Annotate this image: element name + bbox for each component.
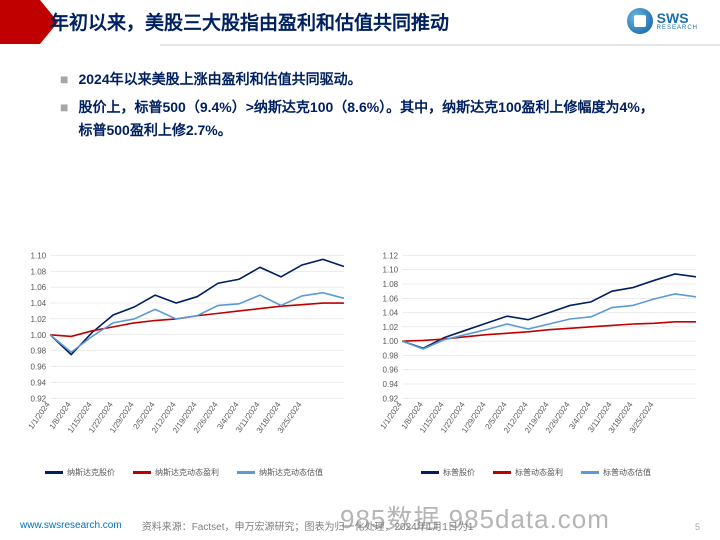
svg-text:1.02: 1.02 — [383, 323, 399, 332]
legend-swatch — [421, 471, 439, 474]
svg-text:1.08: 1.08 — [31, 267, 47, 276]
legend-label: 标普股价 — [443, 467, 475, 478]
footer: www.swsresearch.com 资料来源：Factset，申万宏源研究；… — [0, 510, 720, 540]
sp500-chart: 0.920.940.960.981.001.021.041.061.081.10… — [370, 240, 702, 460]
bullet-marker: ■ — [60, 96, 68, 141]
legend-swatch — [237, 471, 255, 474]
sws-logo: SWS RESEARCH — [627, 8, 698, 34]
footer-url: www.swsresearch.com — [20, 520, 122, 531]
svg-text:1.00: 1.00 — [383, 337, 399, 346]
legend-item: 标普动态盈利 — [493, 467, 563, 478]
legend-item: 纳斯达克动态盈利 — [133, 467, 219, 478]
svg-text:0.96: 0.96 — [31, 363, 47, 372]
legend-item: 标普股价 — [421, 467, 475, 478]
logo-text: SWS — [657, 11, 698, 25]
svg-text:0.98: 0.98 — [31, 347, 47, 356]
charts-row: 0.920.940.960.981.001.021.041.061.081.10… — [18, 240, 702, 460]
legend-label: 纳斯达克股价 — [67, 467, 115, 478]
bullet-text: 2024年以来美股上涨由盈利和估值共同驱动。 — [78, 68, 361, 90]
svg-text:1.10: 1.10 — [31, 251, 47, 260]
legend-swatch — [581, 471, 599, 474]
svg-text:1.08: 1.08 — [383, 280, 399, 289]
bullet-list: ■ 2024年以来美股上涨由盈利和估值共同驱动。 ■ 股价上，标普500（9.4… — [0, 56, 720, 141]
svg-text:1.12: 1.12 — [383, 251, 399, 260]
legend-swatch — [493, 471, 511, 474]
accent-chevron — [0, 0, 40, 44]
legend-swatch — [45, 471, 63, 474]
page-number: 5 — [695, 522, 700, 532]
svg-text:0.94: 0.94 — [31, 378, 47, 387]
nasdaq-chart-svg: 0.920.940.960.981.001.021.041.061.081.10… — [18, 240, 350, 460]
slide-title: 年初以来，美股三大股指由盈利和估值共同推动 — [50, 8, 449, 35]
nasdaq-chart: 0.920.940.960.981.001.021.041.061.081.10… — [18, 240, 350, 460]
bullet-item: ■ 股价上，标普500（9.4%）>纳斯达克100（8.6%）。其中，纳斯达克1… — [60, 96, 660, 141]
footer-source: 资料来源：Factset，申万宏源研究；图表为归一化处理，2024年1月1日为1 — [142, 518, 474, 533]
bullet-item: ■ 2024年以来美股上涨由盈利和估值共同驱动。 — [60, 68, 660, 90]
legend-label: 标普动态估值 — [603, 467, 651, 478]
nasdaq-legend: 纳斯达克股价 纳斯达克动态盈利 纳斯达克动态估值 — [18, 467, 350, 478]
svg-text:1.10: 1.10 — [383, 266, 399, 275]
sp500-chart-svg: 0.920.940.960.981.001.021.041.061.081.10… — [370, 240, 702, 460]
divider — [160, 44, 720, 46]
svg-text:1.06: 1.06 — [383, 294, 399, 303]
svg-text:1.04: 1.04 — [31, 299, 47, 308]
bullet-text: 股价上，标普500（9.4%）>纳斯达克100（8.6%）。其中，纳斯达克100… — [78, 96, 660, 141]
logo-icon — [627, 8, 653, 34]
sp500-legend: 标普股价 标普动态盈利 标普动态估值 — [370, 467, 702, 478]
bullet-marker: ■ — [60, 68, 68, 90]
svg-text:1.00: 1.00 — [31, 331, 47, 340]
svg-text:1.02: 1.02 — [31, 315, 47, 324]
legend-item: 纳斯达克动态估值 — [237, 467, 323, 478]
legend-label: 标普动态盈利 — [515, 467, 563, 478]
legend-label: 纳斯达克动态盈利 — [155, 467, 219, 478]
legend-label: 纳斯达克动态估值 — [259, 467, 323, 478]
legend-item: 纳斯达克股价 — [45, 467, 115, 478]
svg-text:0.94: 0.94 — [383, 380, 399, 389]
svg-text:0.98: 0.98 — [383, 351, 399, 360]
logo-subtext: RESEARCH — [657, 25, 698, 31]
legend-swatch — [133, 471, 151, 474]
legend-item: 标普动态估值 — [581, 467, 651, 478]
slide-header: 年初以来，美股三大股指由盈利和估值共同推动 SWS RESEARCH — [0, 0, 720, 56]
svg-text:0.96: 0.96 — [383, 366, 399, 375]
svg-text:1.04: 1.04 — [383, 309, 399, 318]
svg-text:1.06: 1.06 — [31, 283, 47, 292]
